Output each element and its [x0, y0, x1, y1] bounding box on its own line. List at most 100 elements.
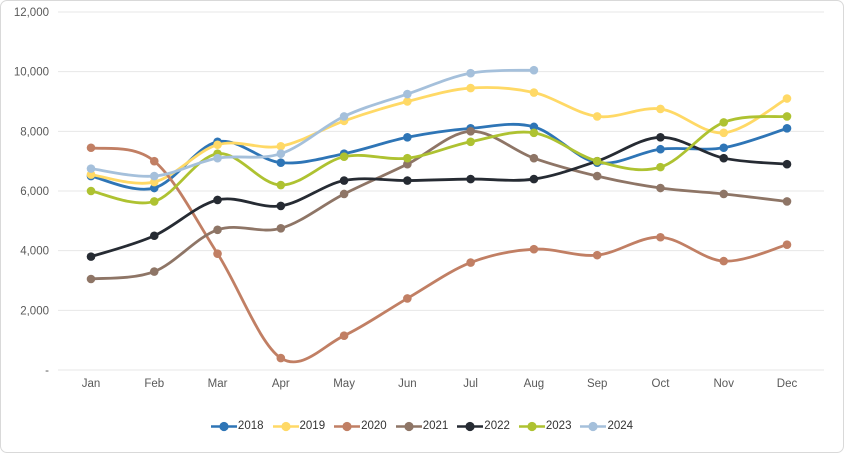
series-2023-marker [403, 153, 412, 163]
x-tick-label: Dec [777, 378, 798, 390]
series-2022-marker [782, 159, 792, 169]
series-2024-marker [529, 65, 539, 75]
series-2022-marker [339, 176, 349, 185]
series-2022-marker [719, 153, 729, 163]
series-2022-marker [86, 252, 96, 261]
series-2023-marker [656, 162, 665, 172]
series-2022-marker [466, 174, 475, 184]
series-2022-marker [149, 231, 159, 241]
x-tick-label: Feb [144, 378, 164, 390]
series-2020-marker [466, 258, 475, 267]
y-tick-label: 8,000 [20, 126, 49, 138]
series-2023-marker [466, 137, 475, 147]
series-2023 [86, 112, 792, 206]
x-tick-label: Apr [272, 378, 290, 390]
series-2024 [86, 65, 539, 181]
series-2021-marker [339, 189, 349, 199]
series-2023-marker [529, 128, 539, 138]
series-2022 [86, 133, 792, 261]
legend-label-2018: 2018 [237, 420, 264, 432]
y-tick-label: - [45, 365, 49, 377]
series-2023-marker [592, 156, 602, 166]
legend-item-2024: 2024 [580, 420, 633, 432]
series-2020-marker [592, 250, 602, 260]
series-2021-marker [276, 223, 286, 233]
series-2021-marker [592, 171, 602, 181]
legend-item-2022: 2022 [457, 420, 510, 432]
series-2020-marker [403, 294, 412, 303]
series-2024-marker [213, 153, 222, 163]
legend-item-2020: 2020 [334, 420, 387, 432]
legend-marker-2024 [580, 421, 607, 431]
legend-marker-2022 [457, 421, 484, 431]
series-2022-marker [656, 133, 665, 142]
series-2020-marker [339, 331, 349, 340]
series-2022-marker [276, 201, 286, 211]
y-tick-label: 2,000 [20, 305, 49, 317]
series-2023-marker [782, 112, 792, 121]
series-2024-marker [276, 149, 286, 159]
series-2021-marker [86, 274, 96, 284]
series-2022-marker [213, 195, 222, 205]
yearly-monthly-line-chart: - 2,000 4,000 6,000 8,000 10,000 12,000 Jan Feb M… [14, 7, 824, 390]
series-2018-marker [403, 133, 412, 142]
x-axis-labels: Jan Feb Mar Apr May Jun Jul Aug Sep Oct Nov Dec [82, 378, 798, 390]
series-2020-marker [656, 232, 665, 242]
series-2021-marker [719, 189, 729, 199]
y-tick-label: 4,000 [20, 246, 49, 258]
series-2019-marker [656, 104, 665, 114]
x-tick-label: Mar [208, 378, 228, 390]
series-2021 [86, 127, 792, 284]
series-2019-marker [213, 140, 222, 150]
x-tick-label: May [333, 378, 355, 390]
x-tick-label: Oct [652, 378, 671, 390]
series-2019-marker [719, 128, 729, 138]
y-tick-label: 10,000 [14, 67, 49, 79]
series-2022-marker [403, 176, 412, 185]
series-2019-marker [592, 112, 602, 121]
legend-label-2020: 2020 [361, 420, 387, 432]
series-2019-marker [86, 170, 96, 179]
legend-marker-2018 [210, 421, 237, 431]
legend-item-2023: 2023 [518, 420, 571, 432]
x-tick-label: Jan [82, 378, 101, 390]
series-2019 [86, 83, 792, 187]
series-2020-marker [86, 143, 96, 153]
series-2020-marker [276, 353, 286, 363]
series-2019-marker [782, 94, 792, 103]
series-2019-marker [403, 97, 412, 106]
x-tick-label: Jul [463, 378, 478, 390]
series-2018-marker [782, 124, 792, 133]
series-2021-marker [529, 153, 539, 163]
series-2018-marker [656, 144, 665, 154]
y-tick-label: 6,000 [20, 186, 49, 198]
series-2021-marker [656, 183, 665, 193]
legend-label-2019: 2019 [299, 420, 326, 432]
series-2020-marker [213, 249, 222, 258]
legend-item-2018: 2018 [210, 420, 264, 432]
series-2019-marker [529, 88, 539, 97]
series-2021-marker [782, 197, 792, 206]
legend-item-2021: 2021 [395, 420, 449, 432]
series-2021-marker [149, 267, 159, 276]
series-2019-marker [276, 141, 286, 151]
series-2020 [86, 143, 792, 364]
series-2023-marker [86, 186, 96, 196]
x-tick-label: Sep [587, 378, 607, 390]
series-2019-marker [466, 83, 475, 93]
x-tick-label: Jun [398, 378, 417, 390]
series-2023-marker [719, 118, 729, 127]
series-2023-line [89, 115, 789, 205]
legend-marker-2021 [395, 421, 422, 431]
series-2024-marker [403, 89, 412, 99]
series-2024-marker [466, 68, 475, 78]
series-2023-marker [339, 152, 349, 161]
series-2018-marker [149, 183, 159, 193]
series-2023-marker [149, 197, 159, 206]
legend-item-2019: 2019 [272, 420, 326, 432]
legend-label-2021: 2021 [422, 420, 449, 432]
series-2020-marker [529, 244, 539, 254]
series-2024-marker [86, 164, 96, 173]
series-2024-marker [149, 171, 159, 181]
series-2018-marker [276, 158, 286, 167]
